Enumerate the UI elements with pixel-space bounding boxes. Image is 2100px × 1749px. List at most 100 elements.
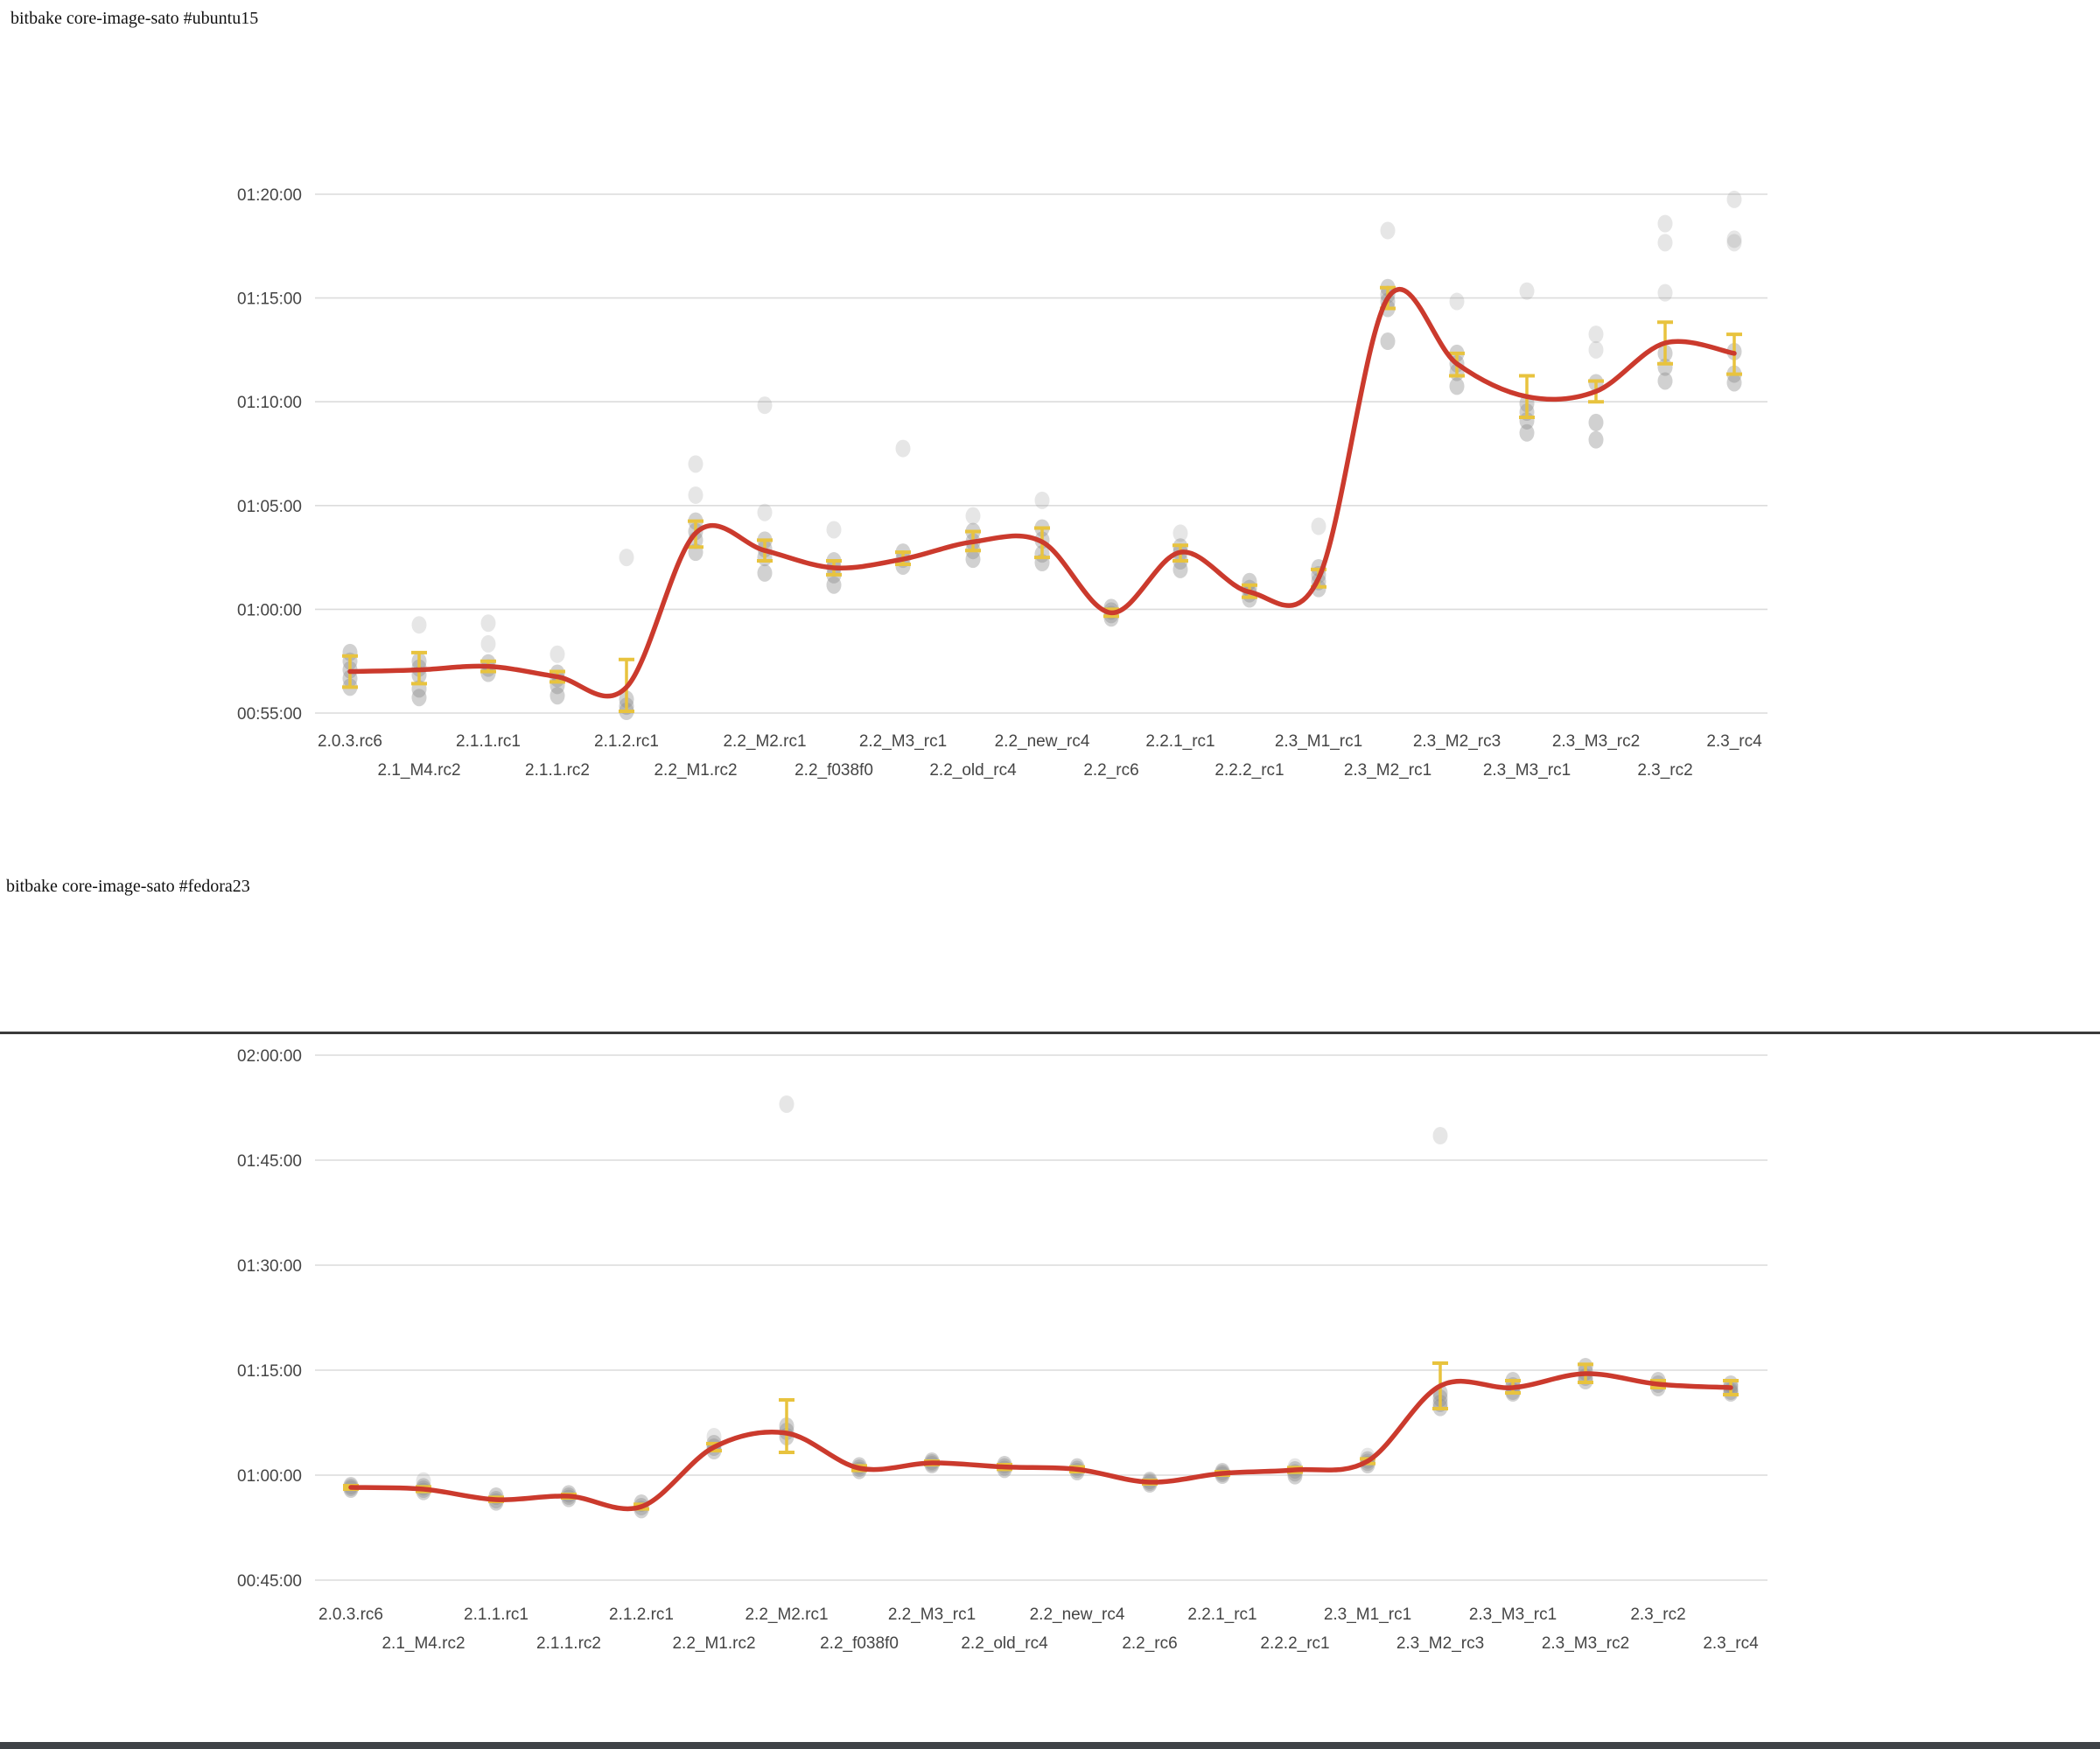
x-tick-label: 2.3_M2_rc1: [1344, 761, 1432, 780]
scatter-dot: [1172, 560, 1188, 578]
scatter-dot: [1311, 517, 1326, 535]
scatter-dot: [1726, 374, 1742, 392]
section-divider: [0, 1032, 2100, 1034]
scatter-dot: [1449, 377, 1465, 395]
x-tick-label: 2.1.1.rc1: [456, 732, 521, 751]
x-tick-label: 2.3_M2_rc3: [1396, 1634, 1484, 1653]
scatter-dot: [1172, 524, 1188, 542]
scatter-dot: [895, 439, 911, 458]
x-tick-label: 2.2_M2.rc1: [723, 732, 806, 751]
scatter-dot: [1657, 214, 1673, 233]
scatter-dot: [1657, 234, 1673, 252]
scatter-dot: [1657, 372, 1673, 390]
y-tick-label: 01:15:00: [237, 290, 302, 309]
scatter-dot: [1519, 282, 1535, 300]
x-tick-label: 2.2_rc6: [1083, 761, 1138, 780]
scatter-dot: [757, 563, 773, 582]
x-tick-label: 2.3_M3_rc2: [1552, 732, 1640, 751]
x-tick-label: 2.3_rc4: [1706, 732, 1762, 751]
scatter-dot: [411, 616, 427, 634]
scatter-dot: [965, 507, 981, 525]
x-tick-label: 2.0.3.rc6: [318, 1606, 383, 1624]
x-tick-label: 2.2_f038f0: [794, 761, 873, 780]
scatter-dot: [550, 687, 565, 705]
scatter-dot: [1726, 230, 1742, 248]
x-tick-label: 2.3_M1_rc1: [1324, 1606, 1411, 1624]
x-tick-label: 2.2.1_rc1: [1187, 1606, 1256, 1624]
trend-line: [348, 1371, 1733, 1512]
y-tick-label: 01:00:00: [237, 1467, 302, 1486]
y-tick-label: 01:15:00: [237, 1362, 302, 1381]
scatter-dot: [411, 689, 427, 707]
y-tick-label: 00:45:00: [237, 1572, 302, 1591]
scatter-dot: [757, 396, 773, 415]
x-tick-label: 2.2.2_rc1: [1214, 761, 1284, 780]
y-tick-label: 01:10:00: [237, 394, 302, 412]
scatter-dot: [1034, 491, 1050, 509]
x-tick-label: 2.2_f038f0: [820, 1634, 899, 1653]
x-tick-label: 2.1.2.rc1: [594, 732, 659, 751]
scatter-dot: [779, 1095, 794, 1113]
scatter-dot: [688, 455, 704, 473]
scatter-dot: [619, 549, 634, 567]
scatter-dot: [1588, 340, 1604, 359]
x-tick-label: 2.3_rc4: [1703, 1634, 1759, 1653]
scatter-dot: [550, 645, 565, 663]
y-tick-label: 01:20:00: [237, 186, 302, 205]
x-tick-label: 2.2_old_rc4: [929, 761, 1017, 780]
scatter-dot: [1588, 413, 1604, 431]
y-tick-label: 01:45:00: [237, 1152, 302, 1171]
x-tick-label: 2.1.2.rc1: [609, 1606, 674, 1624]
x-tick-label: 2.2_M1.rc2: [672, 1634, 755, 1653]
x-tick-label: 2.2_rc6: [1122, 1634, 1177, 1653]
x-tick-label: 2.2_M3_rc1: [859, 732, 947, 751]
x-tick-label: 2.1.1.rc2: [536, 1634, 601, 1653]
scatter-dot: [1519, 423, 1535, 442]
x-tick-label: 2.1_M4.rc2: [382, 1634, 465, 1653]
scatter-dot: [1380, 221, 1396, 240]
scatter-dot: [1588, 325, 1604, 344]
scatter-dot: [1380, 332, 1396, 351]
x-tick-label: 2.0.3.rc6: [318, 732, 382, 751]
scatter-dot: [1449, 292, 1465, 311]
scatter-dot: [965, 550, 981, 569]
scatter-dot: [826, 576, 842, 594]
scatter-dot: [1726, 190, 1742, 208]
scatter-dot: [706, 1428, 722, 1445]
x-tick-label: 2.3_M2_rc3: [1413, 732, 1501, 751]
y-tick-label: 01:00:00: [237, 601, 302, 619]
x-tick-label: 2.2_M1.rc2: [654, 761, 737, 780]
scatter-dot: [688, 486, 704, 504]
scatter-dot: [1726, 234, 1742, 252]
y-tick-label: 01:30:00: [237, 1257, 302, 1276]
scatter-dot: [1657, 283, 1673, 302]
scatter-dot: [826, 521, 842, 539]
x-tick-label: 2.2_new_rc4: [995, 732, 1090, 751]
x-tick-label: 2.3_rc2: [1637, 761, 1692, 780]
x-tick-label: 2.2.2_rc1: [1260, 1634, 1329, 1653]
x-tick-label: 2.2.1_rc1: [1145, 732, 1214, 751]
chart-title-fedora23: bitbake core-image-sato #fedora23: [6, 877, 250, 896]
y-tick-label: 01:05:00: [237, 498, 302, 516]
x-tick-label: 2.3_M3_rc1: [1483, 761, 1571, 780]
chart-title-ubuntu15: bitbake core-image-sato #ubuntu15: [10, 9, 259, 28]
x-tick-label: 2.3_rc2: [1630, 1606, 1685, 1624]
trend-line: [347, 287, 1737, 699]
scatter-dot: [1588, 430, 1604, 449]
scatter-dot: [757, 503, 773, 521]
x-tick-label: 2.3_M1_rc1: [1275, 732, 1362, 751]
x-tick-label: 2.2_M3_rc1: [888, 1606, 976, 1624]
x-tick-label: 2.2_M2.rc1: [745, 1606, 828, 1624]
next-section-divider: [0, 1742, 2100, 1749]
y-tick-label: 02:00:00: [237, 1047, 302, 1066]
x-tick-label: 2.1_M4.rc2: [377, 761, 460, 780]
y-tick-label: 00:55:00: [237, 705, 302, 724]
x-tick-label: 2.3_M3_rc1: [1469, 1606, 1557, 1624]
scatter-dot: [480, 614, 496, 633]
scatter-dot: [1432, 1127, 1448, 1144]
scatter-dot: [480, 634, 496, 653]
x-tick-label: 2.2_old_rc4: [961, 1634, 1048, 1653]
x-tick-label: 2.3_M3_rc2: [1542, 1634, 1629, 1653]
